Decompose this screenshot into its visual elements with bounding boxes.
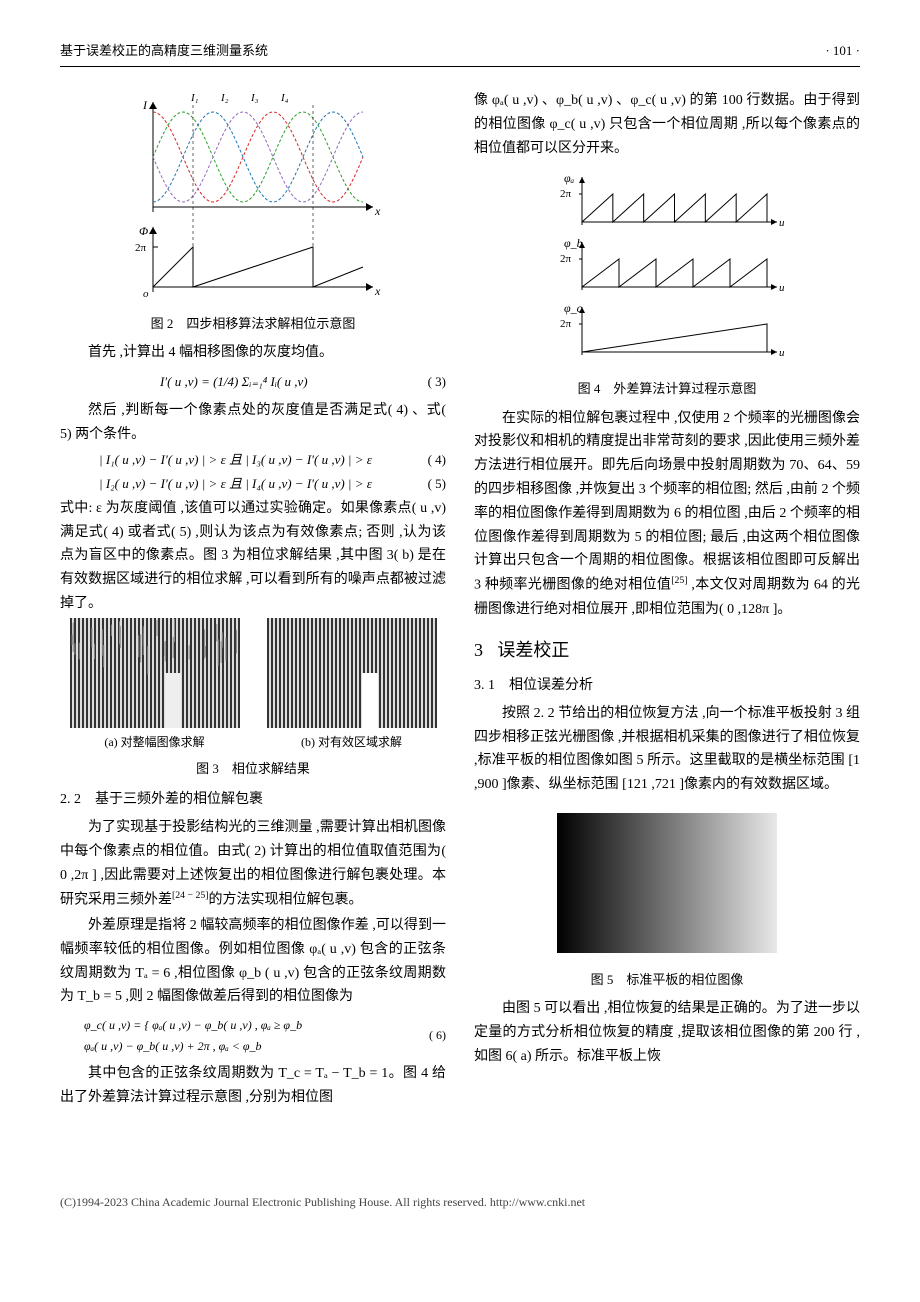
section-3-num: 3 [474,640,483,660]
fig3b-caption: (b) 对有效区域求解 [257,732,446,752]
ref-24-25: [24 − 25] [172,890,209,901]
para-22-1b: 的方法实现相位解包裹。 [209,892,363,907]
para-31-2: 由图 5 可以看出 ,相位恢复的结果是正确的。为了进一步以定量的方式分析相位恢复… [474,997,860,1068]
eq5-text: | I₂( u ,v) − I′( u ,v) | > ε 且 | I₄( u … [99,473,372,495]
eq3-text: I′( u ,v) = (1/4) Σᵢ₌₁⁴ Iᵢ( u ,v) [60,371,408,393]
left-column: I x I₁ I₂ I₃ I₄ Φ 2π [60,87,446,1111]
para-31-1: 按照 2. 2 节给出的相位恢复方法 ,向一个标准平板投射 3 组四步相移正弦光… [474,702,860,797]
figure-5-caption: 图 5 标准平板的相位图像 [474,969,860,991]
equation-6: φ_c( u ,v) = { φₐ( u ,v) − φ_b( u ,v) , … [60,1015,446,1056]
figure-4-caption: 图 4 外差算法计算过程示意图 [474,378,860,400]
svg-text:φ_c: φ_c [564,301,583,315]
figure-4: φₐ 2π u φ_b 2π u φ_c 2π u [537,162,797,372]
eq4-text: | I₁( u ,v) − I′( u ,v) | > ε 且 | I₃( u … [99,449,372,471]
axis-I: I [142,98,148,112]
axis-x2: x [374,284,381,298]
figure-2-caption: 图 2 四步相移算法求解相位示意图 [60,313,446,335]
equation-4: | I₁( u ,v) − I′( u ,v) | > ε 且 | I₃( u … [60,449,446,471]
svg-text:2π: 2π [560,253,572,265]
equation-5: | I₂( u ,v) − I′( u ,v) | > ε 且 | I₄( u … [60,473,446,495]
para-r2a: 在实际的相位解包裹过程中 ,仅使用 2 个频率的光栅图像会对投影仪和相机的精度提… [474,411,860,593]
label-I4: I₄ [280,92,289,104]
two-column-layout: I x I₁ I₂ I₃ I₄ Φ 2π [60,87,860,1111]
label-I1: I₁ [190,92,199,104]
para-r1: 像 φₐ( u ,v) 、φ_b( u ,v) 、φ_c( u ,v) 的第 1… [474,89,860,160]
label-I3: I₃ [250,92,259,104]
eq6-num: ( 6) [409,1025,446,1045]
section-3: 3 误差校正 [474,635,860,666]
section-3-title: 误差校正 [497,640,569,660]
axis-x1: x [374,204,381,218]
para-eps: 式中: ε 为灰度阈值 ,该值可以通过实验确定。如果像素点( u ,v) 满足式… [60,497,446,616]
para-before-eq3: 首先 ,计算出 4 幅相移图像的灰度均值。 [60,341,446,365]
para-22-2: 外差原理是指将 2 幅较高频率的相位图像作差 ,可以得到一幅频率较低的相位图像。… [60,914,446,1009]
svg-text:φₐ: φₐ [564,171,575,185]
page-number: · 101 · [825,40,860,62]
figure-3-caption: 图 3 相位求解结果 [60,758,446,780]
label-I2: I₂ [220,92,229,104]
ref-25: [25] [671,575,687,586]
figure-5 [547,803,787,963]
svg-text:φ_b: φ_b [564,236,583,250]
para-22-1: 为了实现基于投影结构光的三维测量 ,需要计算出相机图像中每个像素点的相位值。由式… [60,816,446,912]
svg-text:2π: 2π [560,318,572,330]
svg-text:u: u [779,347,785,359]
para-r2: 在实际的相位解包裹过程中 ,仅使用 2 个频率的光栅图像会对投影仪和相机的精度提… [474,407,860,622]
running-title: 基于误差校正的高精度三维测量系统 [60,40,268,62]
page-header: 基于误差校正的高精度三维测量系统 · 101 · [60,40,860,67]
para-22-3: 其中包含的正弦条纹周期数为 T_c = Tₐ − T_b = 1。图 4 给出了… [60,1062,446,1110]
figure-2: I x I₁ I₂ I₃ I₄ Φ 2π [113,87,393,307]
eq6-line1: φ_c( u ,v) = { φₐ( u ,v) − φ_b( u ,v) , … [84,1018,302,1032]
svg-text:2π: 2π [560,188,572,200]
eq6-line2: φₐ( u ,v) − φ_b( u ,v) + 2π , φₐ < φ_b [84,1039,262,1053]
svg-text:u: u [779,282,785,294]
right-column: 像 φₐ( u ,v) 、φ_b( u ,v) 、φ_c( u ,v) 的第 1… [474,87,860,1111]
svg-text:u: u [779,217,785,229]
page-footer: (C)1994-2023 China Academic Journal Elec… [60,1192,860,1212]
eq5-num: ( 5) [408,473,446,495]
para-after-eq3: 然后 ,判断每一个像素点处的灰度值是否满足式( 4) 、式( 5) 两个条件。 [60,399,446,447]
subsection-3-1: 3. 1 相位误差分析 [474,674,860,698]
figure-3b [267,618,437,728]
figure-3: (a) 对整幅图像求解 (b) 对有效区域求解 [60,618,446,752]
equation-3: I′( u ,v) = (1/4) Σᵢ₌₁⁴ Iᵢ( u ,v) ( 3) [60,371,446,393]
figure-3a [70,618,240,728]
axis-phi: Φ [139,224,148,238]
subsection-2-2: 2. 2 基于三频外差的相位解包裹 [60,788,446,812]
eq3-num: ( 3) [408,371,446,393]
label-2pi-1: 2π [135,242,147,254]
label-o: o [143,288,149,300]
eq4-num: ( 4) [408,449,446,471]
fig3a-caption: (a) 对整幅图像求解 [60,732,249,752]
